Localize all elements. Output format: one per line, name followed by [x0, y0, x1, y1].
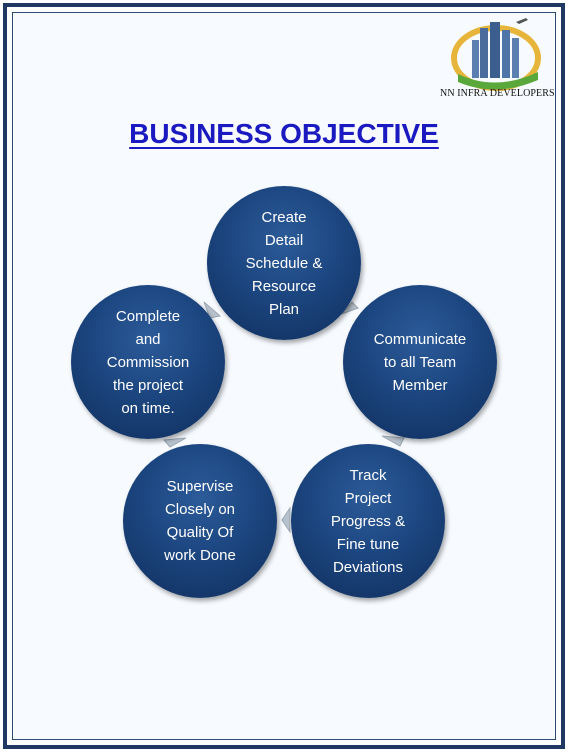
cycle-step-plan: Create Detail Schedule & Resource Plan [207, 186, 361, 340]
cycle-step-supervise: Supervise Closely on Quality Of work Don… [123, 444, 277, 598]
cycle-step-label: Track Project Progress & Fine tune Devia… [330, 466, 406, 576]
cycle-step-label: Complete and Commission the project on t… [106, 307, 190, 417]
cycle-step-track: Track Project Progress & Fine tune Devia… [291, 444, 445, 598]
cycle-step-label: Communicate to all Team Member [373, 330, 467, 394]
company-logo [451, 18, 541, 91]
cycle-step-label: Create Detail Schedule & Resource Plan [245, 208, 323, 318]
cycle-step-complete: Complete and Commission the project on t… [71, 285, 225, 439]
cycle-step-label: Supervise Closely on Quality Of work Don… [164, 478, 236, 564]
cycle-arrow-1-to-2 [340, 301, 359, 316]
cycle-step-communicate: Communicate to all Team Member [343, 285, 497, 439]
page-title: BUSINESS OBJECTIVE [129, 118, 439, 149]
cycle-arrow-5-to-1 [203, 301, 222, 319]
cycle-arrow-2-to-3 [381, 435, 405, 447]
cycle-arrow-4-to-5 [162, 437, 187, 448]
cycle-arrow-3-to-4 [281, 506, 291, 534]
company-name: NN INFRA DEVELOPERS [440, 88, 555, 99]
